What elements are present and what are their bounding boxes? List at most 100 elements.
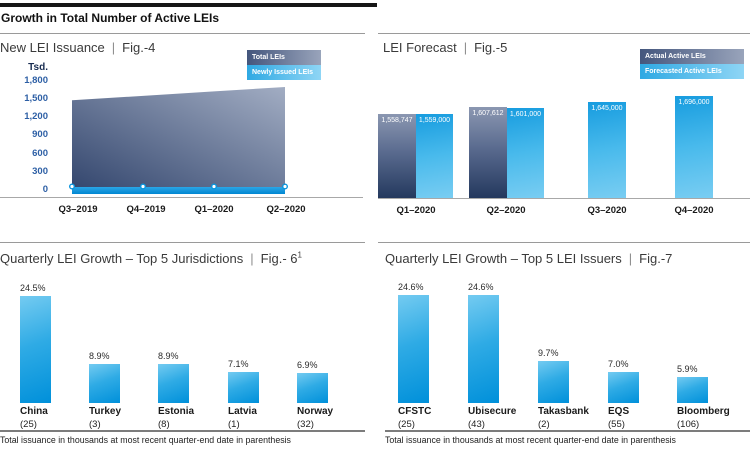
fig4-ytick-0: 0 xyxy=(42,184,48,196)
title-separator: | xyxy=(250,251,254,266)
fig4-ytick-600: 600 xyxy=(32,147,48,159)
fig5-forecast-bar-Q3–2020: 1,645,000 xyxy=(588,102,626,198)
fig5-xlabel-Q4–2020: Q4–2020 xyxy=(674,205,714,216)
fig7-footnote: Total issuance in thousands at most rece… xyxy=(385,435,676,445)
fig6-panel: Quarterly LEI Growth – Top 5 Jurisdictio… xyxy=(0,242,365,452)
fig4-marker-Q1–2020 xyxy=(210,183,217,190)
fig7-count-Bloomberg: (106) xyxy=(677,419,700,430)
fig6-count-China: (25) xyxy=(20,419,37,430)
fig4-marker-Q3–2019 xyxy=(69,183,75,190)
fig4-xlabel-Q3–2019: Q3–2019 xyxy=(58,204,98,215)
fig7-pct-Bloomberg: 5.9% xyxy=(677,364,698,375)
fig6-bar-China xyxy=(20,295,51,403)
title-separator: | xyxy=(463,40,468,55)
fig6-label-Latvia: Latvia xyxy=(228,406,257,417)
fig4-ytick-900: 900 xyxy=(32,129,48,141)
fig5-actual-bar-Q1–2020: 1,558,747 xyxy=(378,113,416,198)
fig5-forecast-bar-Q1–2020: 1,559,000 xyxy=(416,113,453,198)
fig6-count-Estonia: (8) xyxy=(158,419,170,430)
fig6-count-Turkey: (3) xyxy=(89,419,101,430)
fig7-panel: Quarterly LEI Growth – Top 5 LEI Issuers… xyxy=(378,242,750,452)
legend-total-leis: Total LEIs xyxy=(247,50,321,65)
newly-issued-leis-band xyxy=(72,187,285,194)
fig6-label-Turkey: Turkey xyxy=(89,406,122,417)
title-separator: | xyxy=(628,251,633,266)
fig7-bar-Takasbank xyxy=(538,360,569,403)
fig4-ytick-300: 300 xyxy=(32,166,48,178)
fig7-fig-label: Fig.-7 xyxy=(639,251,673,266)
fig4-panel: New LEI Issuance | Fig.-4 Total LEIs New… xyxy=(0,33,365,242)
fig5-forecast-bar-Q2–2020: 1,601,000 xyxy=(507,108,544,198)
fig6-pct-Turkey: 8.9% xyxy=(89,351,110,362)
page-title: Growth in Total Number of Active LEIs xyxy=(1,11,220,25)
fig5-fig-label: Fig.-5 xyxy=(474,40,508,55)
fig7-label-Ubisecure: Ubisecure xyxy=(468,406,517,417)
fig7-pct-Takasbank: 9.7% xyxy=(538,347,559,358)
fig6-pct-Latvia: 7.1% xyxy=(228,358,249,369)
fig4-x-axis-line xyxy=(0,197,363,198)
fig4-xlabel-Q1–2020: Q1–2020 xyxy=(194,204,234,215)
fig7-footnote-divider xyxy=(385,430,750,432)
fig7-pct-Ubisecure: 24.6% xyxy=(468,282,494,293)
fig5-xlabel-Q3–2020: Q3–2020 xyxy=(587,205,627,216)
fig6-pct-Estonia: 8.9% xyxy=(158,351,179,362)
fig5-xlabel-Q1–2020: Q1–2020 xyxy=(396,205,436,216)
fig6-count-Norway: (32) xyxy=(297,419,314,430)
fig5-actual-bar-Q1–2020-value: 1,558,747 xyxy=(381,116,413,124)
fig7-label-CFSTC: CFSTC xyxy=(398,406,432,417)
fig7-title-text: Quarterly LEI Growth – Top 5 LEI Issuers xyxy=(385,251,622,266)
fig5-title-text: LEI Forecast xyxy=(383,40,457,55)
fig4-title-text: New LEI Issuance xyxy=(0,40,105,55)
fig7-bar-Bloomberg xyxy=(677,377,708,403)
fig6-count-Latvia: (1) xyxy=(228,419,240,430)
fig6-label-Estonia: Estonia xyxy=(158,406,195,417)
fig4-legend: Total LEIs Newly Issued LEIs xyxy=(247,50,321,80)
fig6-label-China: China xyxy=(20,406,48,417)
fig6-pct-China: 24.5% xyxy=(20,282,46,293)
fig5-forecast-bar-Q2–2020-value: 1,601,000 xyxy=(509,111,542,119)
fig4-xlabel-Q2–2020: Q2–2020 xyxy=(266,204,306,215)
fig6-bar-Norway xyxy=(297,372,328,403)
legend-newly-issued-leis: Newly Issued LEIs xyxy=(247,65,321,80)
fig4-y-axis-unit: Tsd. xyxy=(28,62,48,73)
total-leis-area xyxy=(72,86,285,194)
newly-issued-leis-markers xyxy=(69,183,288,190)
fig7-bar-CFSTC xyxy=(398,295,429,403)
fig4-marker-Q4–2019 xyxy=(139,183,146,190)
fig7-pct-CFSTC: 24.6% xyxy=(398,282,424,293)
fig7-count-EQS: (55) xyxy=(608,419,625,430)
fig5-forecast-bar-Q3–2020-value: 1,645,000 xyxy=(591,105,623,113)
title-separator: | xyxy=(111,40,116,55)
fig6-fig-label: Fig.- 61 xyxy=(261,251,302,266)
fig6-footnote-divider xyxy=(0,430,365,432)
fig4-ytick-1,500: 1,500 xyxy=(24,92,48,104)
top-black-bar xyxy=(0,3,377,7)
fig5-legend: Actual Active LEIs Forecasted Active LEI… xyxy=(640,49,744,79)
fig5-x-axis-line xyxy=(378,198,750,199)
fig7-title: Quarterly LEI Growth – Top 5 LEI Issuers… xyxy=(385,251,672,266)
fig7-count-Ubisecure: (43) xyxy=(468,419,485,430)
fig6-bar-Estonia xyxy=(158,364,189,403)
legend-forecasted-active-leis: Forecasted Active LEIs xyxy=(640,64,744,79)
legend-actual-active-leis: Actual Active LEIs xyxy=(640,49,744,64)
fig7-label-Bloomberg: Bloomberg xyxy=(677,406,730,417)
fig5-forecast-bar-Q4–2020-value: 1,696,000 xyxy=(678,98,710,106)
fig7-pct-EQS: 7.0% xyxy=(608,359,629,370)
fig4-area-chart xyxy=(69,86,288,194)
fig4-ytick-1,800: 1,800 xyxy=(24,74,48,86)
fig7-label-Takasbank: Takasbank xyxy=(538,406,589,417)
fig6-title-text: Quarterly LEI Growth – Top 5 Jurisdictio… xyxy=(0,251,244,266)
fig4-fig-label: Fig.-4 xyxy=(122,40,156,55)
fig6-footnote: Total issuance in thousands at most rece… xyxy=(0,435,291,445)
fig7-bar-Ubisecure xyxy=(468,295,499,403)
fig5-actual-bar-Q2–2020-value: 1,607,612 xyxy=(472,110,504,118)
fig4-marker-Q2–2020 xyxy=(281,183,288,190)
fig6-label-Norway: Norway xyxy=(297,406,334,417)
fig6-title: Quarterly LEI Growth – Top 5 Jurisdictio… xyxy=(0,251,302,266)
fig5-forecast-bar-Q4–2020: 1,696,000 xyxy=(675,95,713,198)
fig5-panel: LEI Forecast | Fig.-5 Actual Active LEIs… xyxy=(378,33,750,242)
fig7-bar-EQS xyxy=(608,372,639,403)
fig4-xlabel-Q4–2019: Q4–2019 xyxy=(126,204,166,215)
fig6-bar-Turkey xyxy=(89,364,120,403)
